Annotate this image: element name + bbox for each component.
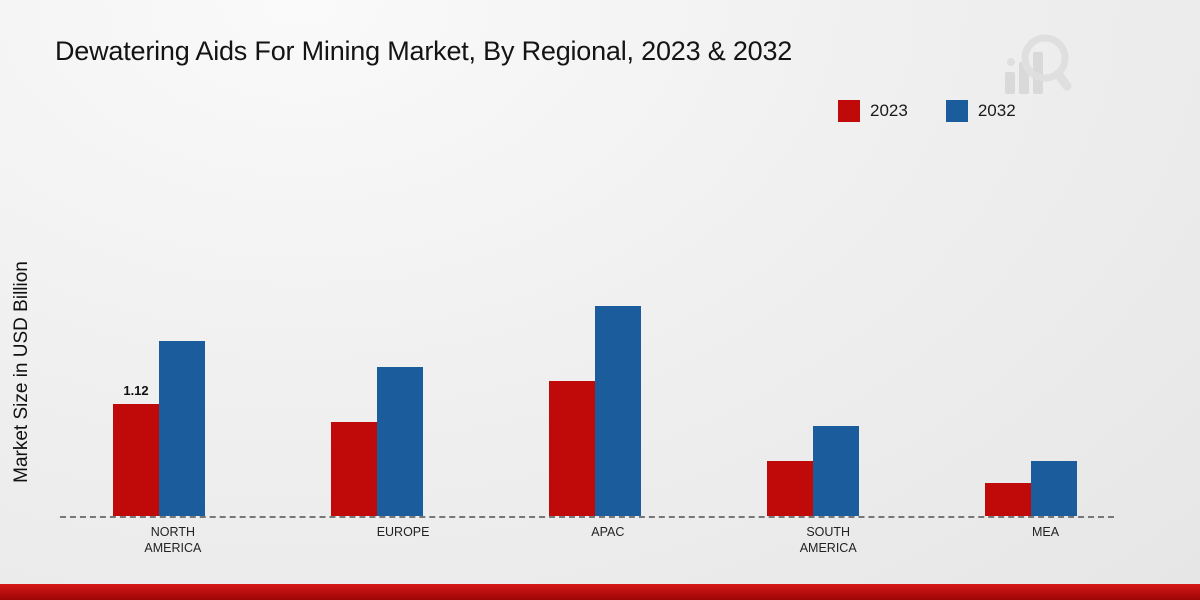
bar-2023-mea <box>985 483 1031 516</box>
bar-2023-europe <box>331 422 377 516</box>
brand-logo-icon <box>1005 34 1072 94</box>
legend-item-2032: 2032 <box>945 100 1016 122</box>
bar-2032-north-america <box>159 341 205 516</box>
y-axis-label: Market Size in USD Billion <box>11 261 32 483</box>
bar-2023-north-america: 1.12 <box>113 383 159 516</box>
legend-item-2023: 2023 <box>838 100 908 122</box>
bar-group-mea <box>985 461 1077 516</box>
chart-title: Dewatering Aids For Mining Market, By Re… <box>55 36 793 66</box>
bar-2032-mea <box>1031 461 1077 516</box>
category-label-apac: APAC <box>591 525 625 539</box>
legend-swatch-2032 <box>945 100 968 122</box>
bar-2023-south-america <box>767 461 813 516</box>
category-label-south-america: SOUTH AMERICA <box>799 525 857 556</box>
bar-group-north-america: 1.12 <box>113 341 205 516</box>
bar-2032-europe <box>377 367 423 516</box>
bar-2032-south-america <box>813 426 859 516</box>
legend: 2023 2032 <box>838 100 1016 122</box>
bar-group-south-america <box>767 426 859 516</box>
footer-bar <box>0 584 1200 600</box>
category-label-europe: EUROPE <box>376 525 430 539</box>
category-label-mea: MEA <box>1032 525 1060 539</box>
bar-group-europe <box>331 367 423 516</box>
bar-value-label-2023-north-america: 1.12 <box>123 383 149 398</box>
category-label-north-america: NORTH AMERICA <box>144 525 202 556</box>
baseline-dashed <box>60 516 1114 518</box>
legend-label-2023: 2023 <box>870 101 908 120</box>
bar-group-apac <box>549 306 641 516</box>
bar-groups: 1.12 <box>50 266 1140 516</box>
bar-2032-apac <box>595 306 641 516</box>
bar-2023-apac <box>549 381 595 516</box>
legend-label-2032: 2032 <box>977 101 1016 120</box>
legend-swatch-2023 <box>838 100 860 122</box>
category-labels: NORTH AMERICA EUROPE APAC SOUTH AMERICA MEA <box>50 524 1140 557</box>
